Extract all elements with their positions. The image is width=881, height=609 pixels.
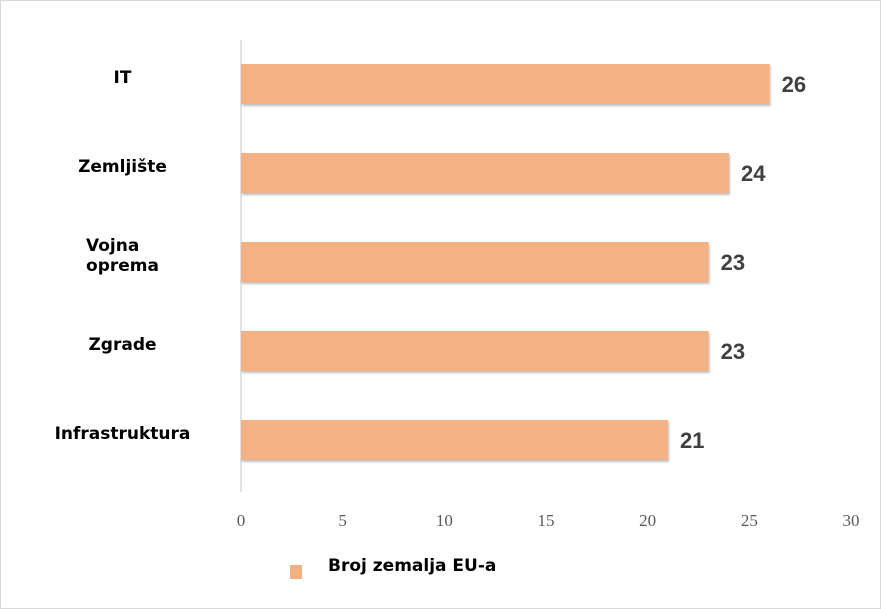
bar	[241, 242, 709, 282]
y-tick-label: IT	[113, 67, 132, 88]
bar	[241, 420, 668, 460]
y-tick-label-box: Vojna oprema	[20, 226, 225, 286]
x-tick-label: 10	[436, 511, 453, 530]
data-label: 24	[741, 161, 766, 186]
data-label: 23	[721, 339, 745, 364]
x-tick-label: 30	[843, 511, 860, 530]
data-label: 26	[782, 72, 806, 97]
legend-label: Broj zemalja EU-a	[328, 556, 496, 576]
x-tick-label: 25	[741, 511, 758, 530]
y-tick-label-box: Zemljište	[20, 137, 225, 197]
x-tick-label: 20	[639, 511, 656, 530]
y-tick-label: Infrastruktura	[54, 423, 191, 444]
y-tick-label: Zemljište	[78, 156, 167, 177]
y-tick-label-box: IT	[20, 48, 225, 108]
data-label: 21	[680, 428, 704, 453]
y-tick-label: Zgrade	[88, 334, 157, 355]
bar	[241, 331, 709, 371]
x-tick-label: 5	[338, 511, 347, 530]
y-tick-label: Vojna oprema	[86, 235, 159, 276]
y-tick-label-box: Zgrade	[20, 315, 225, 375]
y-tick-label-box: Infrastruktura	[20, 404, 225, 464]
bar	[241, 153, 729, 193]
bar	[241, 64, 770, 104]
x-tick-label: 0	[237, 511, 246, 530]
x-tick-label: 15	[538, 511, 555, 530]
legend-swatch	[290, 565, 302, 579]
data-label: 23	[721, 250, 745, 275]
